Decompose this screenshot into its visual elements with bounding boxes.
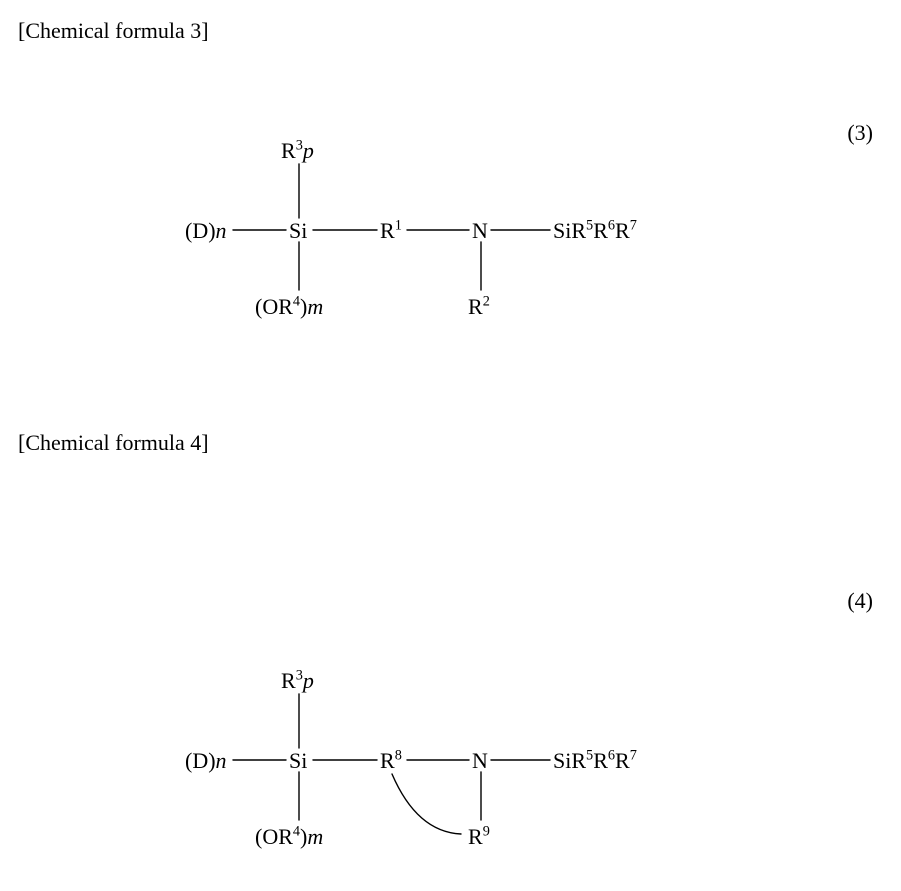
group-R8: R8 [380,750,402,772]
group-R3p: R3p [281,670,314,692]
group-R3p: R3p [281,140,314,162]
group-SiR567: SiR5R6R7 [553,750,637,772]
atom-Si: Si [289,750,307,772]
atom-Si: Si [289,220,307,242]
atom-N: N [472,750,488,772]
group-R9: R9 [468,826,490,848]
formula4-header: [Chemical formula 4] [18,430,209,456]
group-R2: R2 [468,296,490,318]
group-Dn: (D)n [185,220,227,242]
group-SiR567: SiR5R6R7 [553,220,637,242]
group-Dn: (D)n [185,750,227,772]
group-OR4m: (OR4)m [255,296,323,318]
atom-N: N [472,220,488,242]
eq-number-4: (4) [847,588,873,614]
chemical-formula-4: (D)n Si R3p (OR4)m R8 N R9 SiR5R6R7 [185,660,705,870]
group-OR4m: (OR4)m [255,826,323,848]
group-R1: R1 [380,220,402,242]
chemical-formula-3: (D)n Si R3p (OR4)m R1 N R2 SiR5R6R7 [185,130,705,330]
formula3-header: [Chemical formula 3] [18,18,209,44]
eq-number-3: (3) [847,120,873,146]
